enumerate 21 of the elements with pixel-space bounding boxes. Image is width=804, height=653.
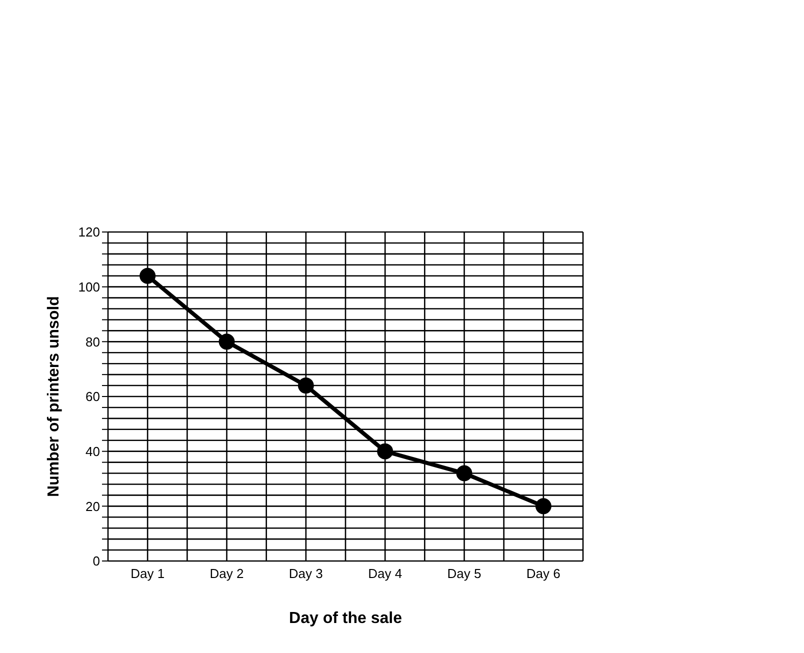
y-tick-label: 120 (78, 224, 100, 240)
point (218, 334, 235, 350)
x-tick-label: Day 2 (210, 566, 244, 582)
point (456, 465, 472, 482)
y-axis-title: Number of printers unsold (46, 296, 63, 497)
x-axis-title: Day of the sale (289, 610, 402, 627)
y-tick-label: 0 (92, 554, 100, 569)
y-tick-label: 40 (86, 444, 100, 459)
y-tick-label: 20 (86, 498, 100, 514)
y-tick-label: 100 (78, 279, 100, 294)
y-tick-label: 60 (86, 389, 100, 404)
x-tick-label: Day 4 (368, 566, 402, 582)
x-tick-label: Day 6 (526, 566, 560, 582)
point (377, 443, 394, 460)
point (140, 268, 156, 284)
y-tick-label: 80 (86, 334, 100, 350)
x-tick-label: Day 1 (130, 566, 165, 582)
x-tick-label: Day 5 (447, 566, 482, 582)
point (298, 378, 314, 394)
point (535, 498, 552, 514)
x-tick-label: Day 3 (288, 566, 323, 582)
